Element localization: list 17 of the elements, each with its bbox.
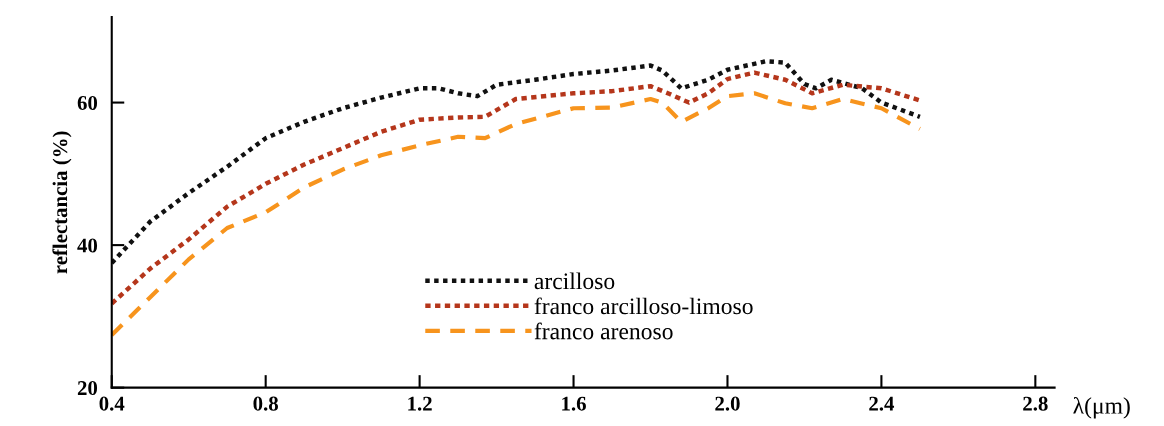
x-tick-label: 2.0	[715, 396, 740, 411]
x-axis-title: λ(μm)	[1073, 396, 1130, 419]
legend-label: franco arenoso	[534, 322, 673, 340]
line-series	[111, 91, 922, 338]
y-tick-label: 20	[77, 381, 98, 396]
line-series	[111, 59, 923, 266]
x-tick-label: 1.6	[562, 396, 586, 411]
legend-label: arcilloso	[534, 272, 615, 290]
x-tick-label: 2.8	[1023, 396, 1048, 411]
x-tick-label: 0.8	[253, 396, 279, 411]
legend-label: franco arcilloso-limoso	[534, 297, 753, 315]
x-tick-label: 1.2	[408, 396, 432, 411]
y-tick-label: 60	[77, 95, 98, 110]
y-axis-title: reflectancia (%)	[52, 131, 72, 274]
y-tick-label: 40	[77, 238, 98, 253]
x-tick-label: 0.4	[99, 396, 125, 411]
x-tick-label: 2.4	[869, 396, 895, 411]
